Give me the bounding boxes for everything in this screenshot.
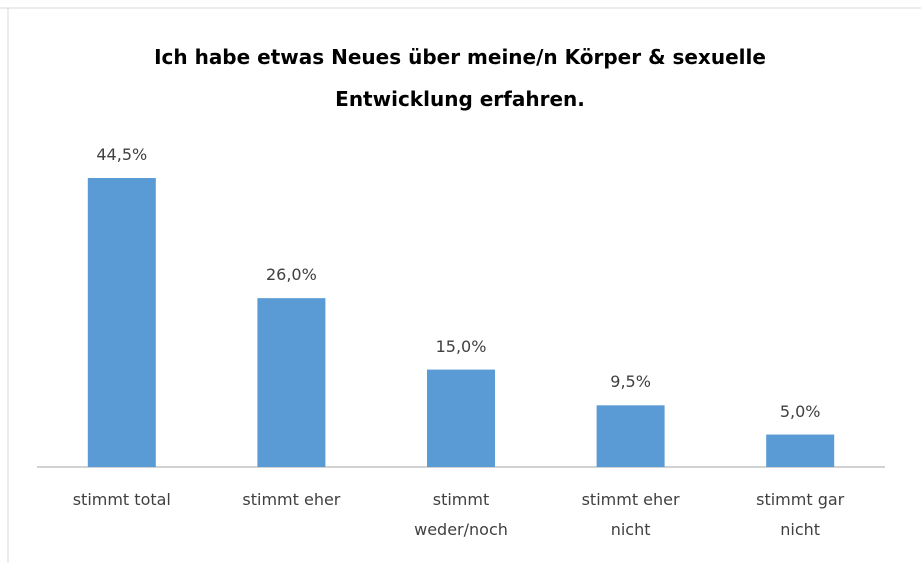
x-tick-label: stimmt total — [72, 490, 171, 509]
x-tick-label: stimmt eher — [242, 490, 341, 509]
bar — [257, 298, 326, 467]
bar — [766, 434, 835, 467]
chart-title: Ich habe etwas Neues über meine/n Körper… — [154, 45, 766, 111]
x-tick-label: stimmt gar nicht — [756, 490, 845, 539]
x-tick-label: stimmt weder/noch — [414, 490, 508, 539]
value-label: 9,5% — [610, 372, 651, 392]
bar — [596, 405, 665, 467]
value-label: 26,0% — [265, 265, 317, 285]
bar — [87, 178, 156, 467]
bar — [427, 369, 495, 467]
value-label: 5,0% — [779, 401, 821, 421]
value-label: 15,0% — [435, 336, 487, 356]
value-label: 44,5% — [96, 145, 148, 164]
x-tick-label: stimmt eher nicht — [581, 490, 680, 539]
